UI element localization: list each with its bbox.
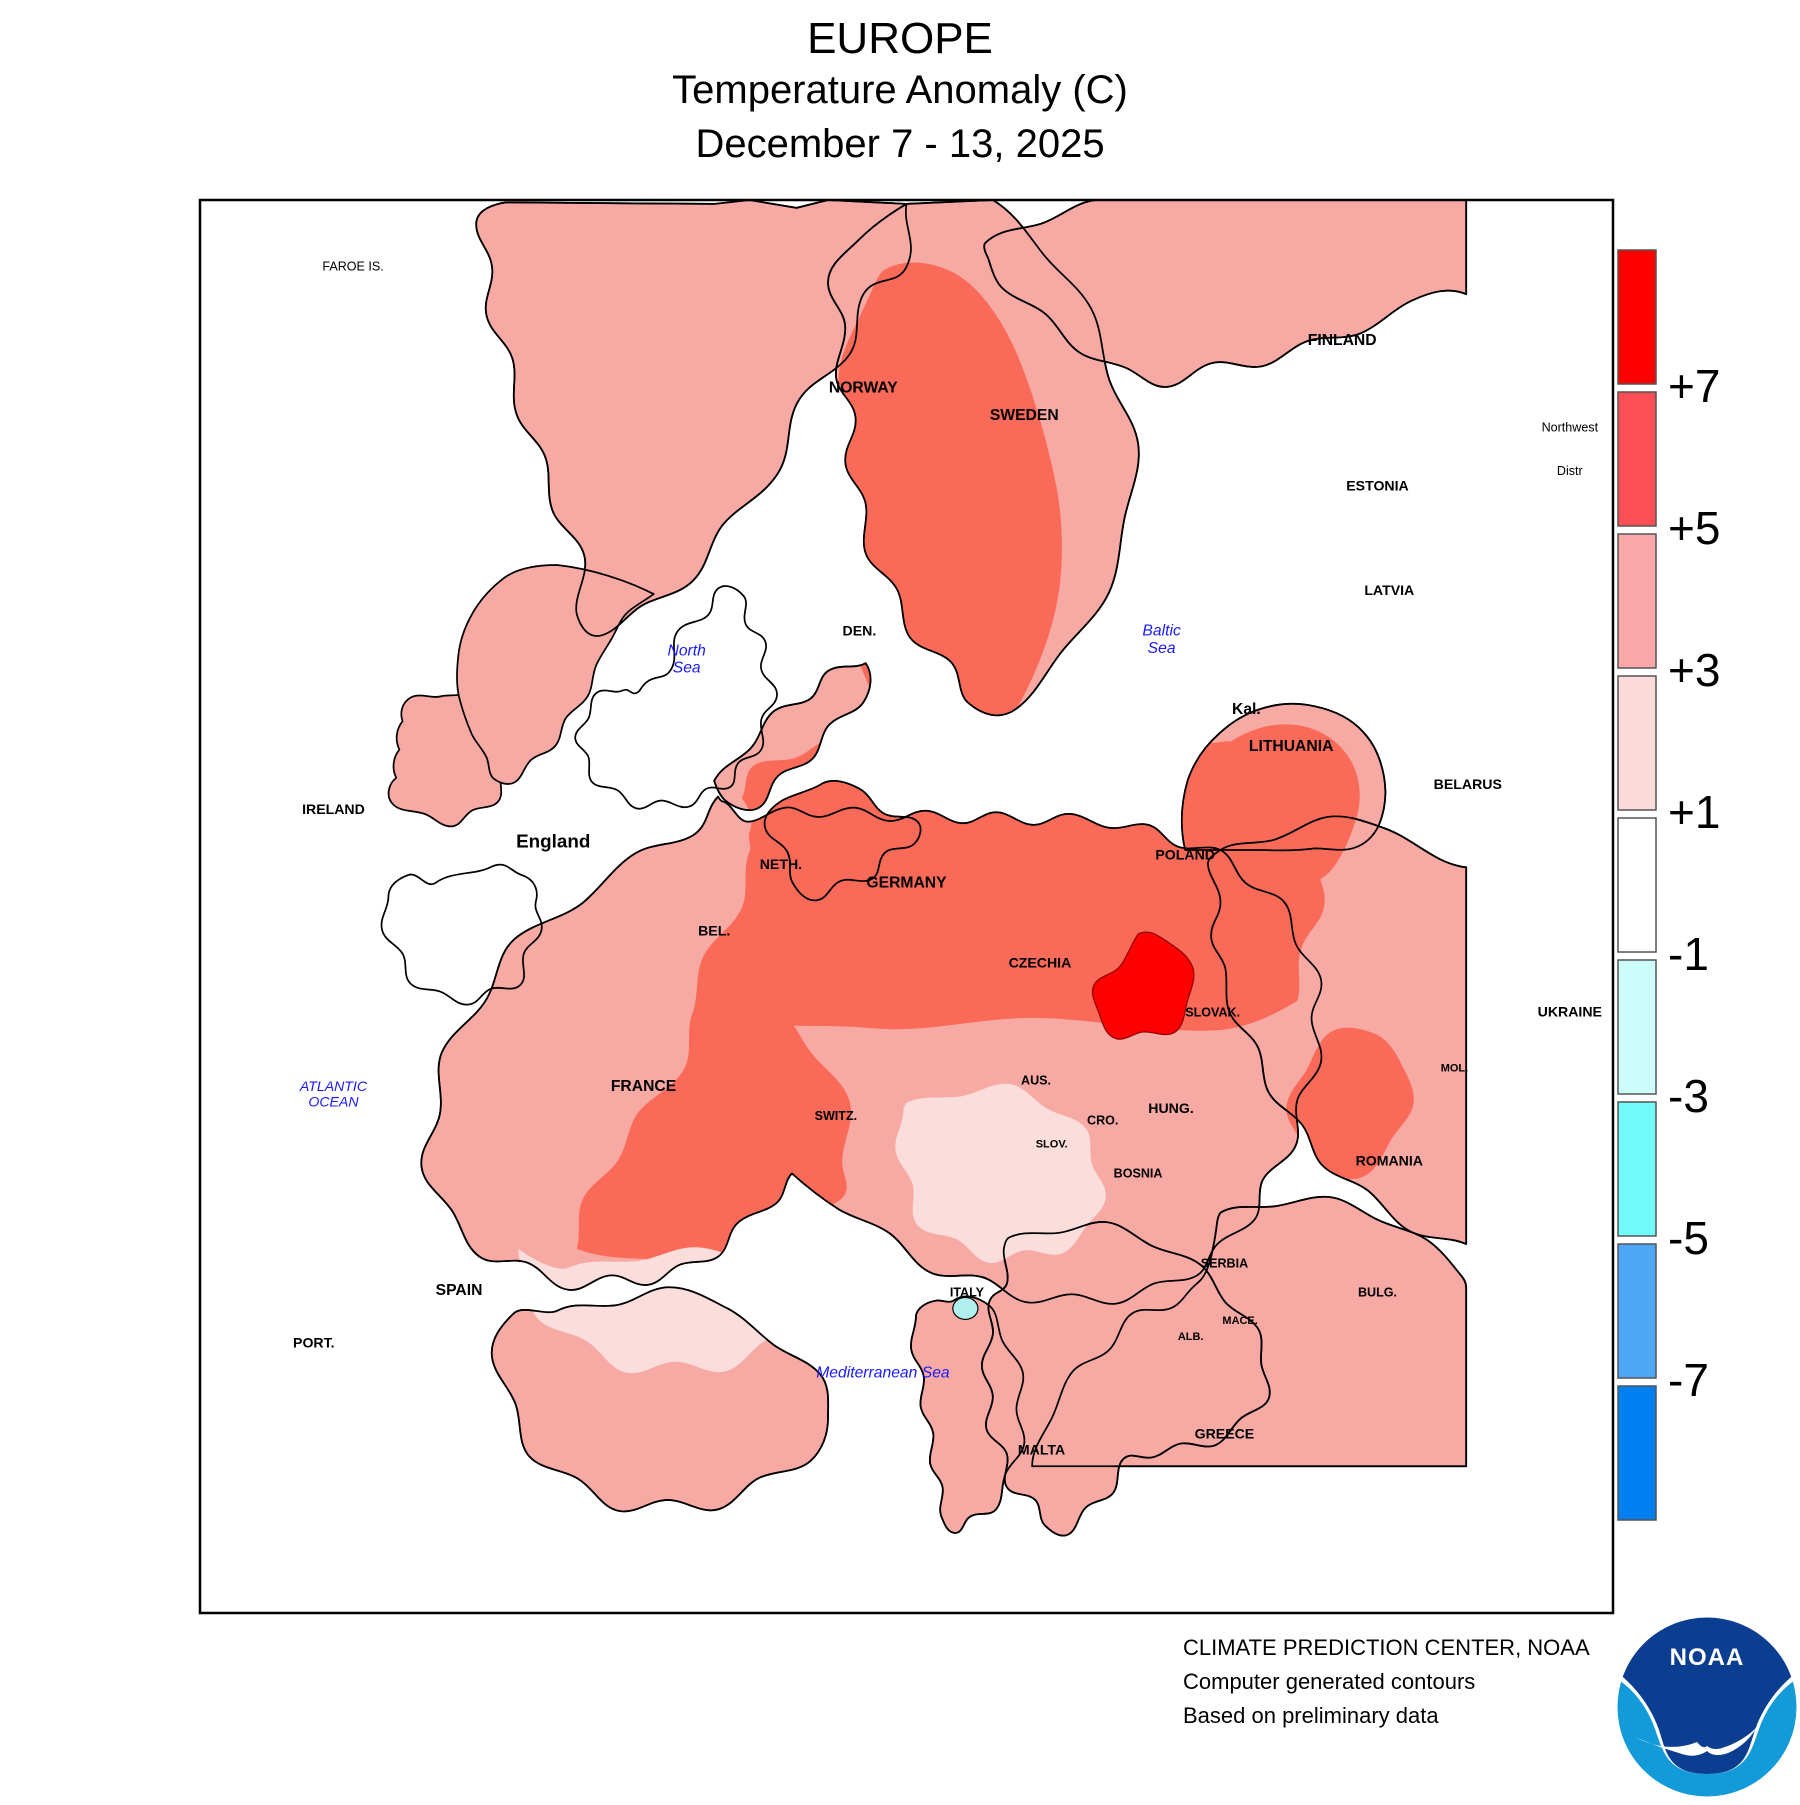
svg-text:Based on preliminary data: Based on preliminary data [1183,1703,1439,1728]
svg-text:SLOV.: SLOV. [1036,1138,1068,1150]
svg-text:MALTA: MALTA [1018,1441,1065,1457]
svg-text:ALB.: ALB. [1178,1331,1204,1343]
svg-text:SERBIA: SERBIA [1201,1257,1248,1271]
svg-text:LITHUANIA: LITHUANIA [1249,738,1334,755]
svg-text:Northwest: Northwest [1542,421,1599,435]
svg-text:MACE.: MACE. [1222,1315,1257,1327]
svg-text:+1: +1 [1668,786,1720,838]
svg-text:HUNG.: HUNG. [1148,1100,1193,1116]
svg-text:FAROE IS.: FAROE IS. [322,260,383,274]
svg-text:GERMANY: GERMANY [866,875,947,892]
svg-text:BULG.: BULG. [1358,1286,1397,1300]
svg-text:-3: -3 [1668,1070,1709,1122]
svg-text:-5: -5 [1668,1212,1709,1264]
svg-text:ITALY: ITALY [950,1286,985,1300]
svg-text:UKRAINE: UKRAINE [1538,1003,1602,1019]
svg-text:England: England [516,831,590,852]
svg-text:BEL.: BEL. [698,923,730,939]
svg-text:FINLAND: FINLAND [1308,332,1377,349]
svg-text:Computer generated contours: Computer generated contours [1183,1669,1475,1694]
svg-text:BOSNIA: BOSNIA [1114,1166,1163,1180]
svg-text:LATVIA: LATVIA [1364,582,1414,598]
svg-text:FRANCE: FRANCE [611,1078,676,1095]
svg-text:POLAND: POLAND [1155,846,1215,862]
svg-text:PORT.: PORT. [293,1335,335,1351]
svg-text:IRELAND: IRELAND [302,801,365,817]
svg-text:Kal.: Kal. [1232,701,1261,718]
svg-text:NOAA: NOAA [1670,1644,1745,1671]
svg-text:ROMANIA: ROMANIA [1356,1153,1423,1169]
svg-text:DEN.: DEN. [843,623,877,639]
svg-text:-1: -1 [1668,928,1709,980]
svg-text:-7: -7 [1668,1354,1709,1406]
svg-text:+5: +5 [1668,502,1720,554]
svg-text:AUS.: AUS. [1021,1074,1051,1088]
svg-text:Mediterranean Sea: Mediterranean Sea [816,1364,950,1381]
svg-text:+3: +3 [1668,644,1720,696]
svg-text:NETH.: NETH. [760,856,802,872]
svg-text:GREECE: GREECE [1195,1426,1255,1442]
svg-text:BELARUS: BELARUS [1434,776,1502,792]
svg-text:CLIMATE PREDICTION CENTER, NOA: CLIMATE PREDICTION CENTER, NOAA [1183,1635,1590,1660]
svg-text:CZECHIA: CZECHIA [1009,955,1072,971]
svg-text:MOL.: MOL. [1441,1062,1468,1074]
svg-text:SWITZ.: SWITZ. [815,1109,858,1123]
svg-text:ESTONIA: ESTONIA [1346,477,1408,493]
svg-text:+7: +7 [1668,360,1720,412]
svg-text:Distr: Distr [1557,464,1583,478]
svg-text:NORWAY: NORWAY [829,379,898,396]
svg-text:SWEDEN: SWEDEN [990,407,1059,424]
svg-text:CRO.: CRO. [1087,1114,1118,1128]
svg-text:SPAIN: SPAIN [436,1282,483,1299]
svg-text:SLOVAK.: SLOVAK. [1185,1005,1240,1019]
